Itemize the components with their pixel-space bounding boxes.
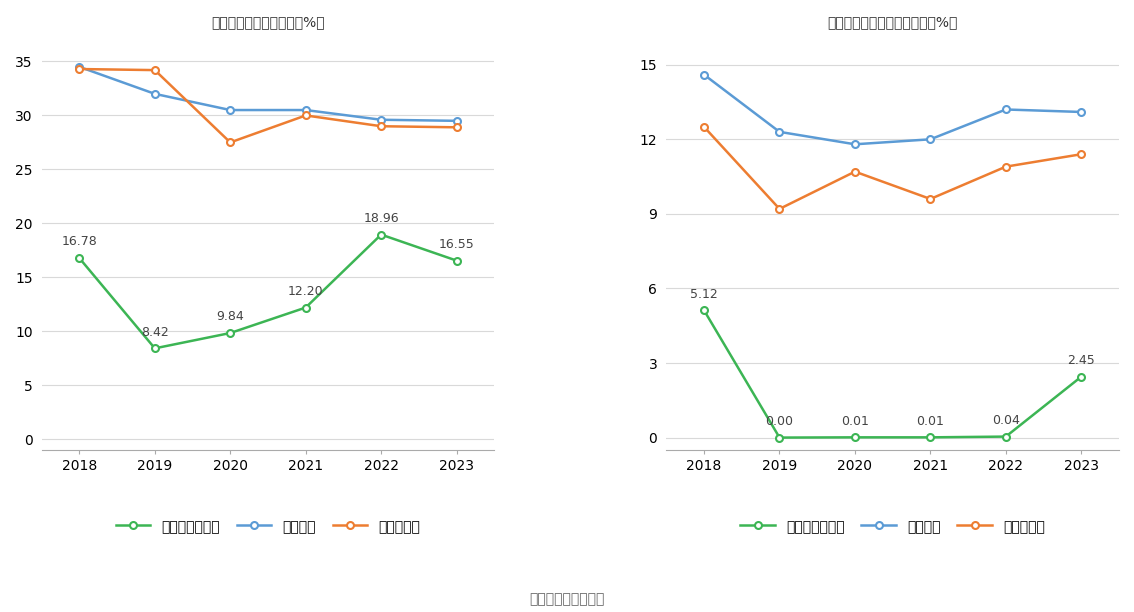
有息资产负债率 [1075,373,1089,381]
公司资产负债率 [450,257,464,264]
行业均值 [772,128,786,135]
Legend: 有息资产负债率, 行业均值, 行业中位数: 有息资产负债率, 行业均值, 行业中位数 [735,514,1050,540]
Text: 18.96: 18.96 [363,212,399,225]
行业中位数 [1075,151,1089,158]
行业均值 [697,71,711,78]
Line: 有息资产负债率: 有息资产负债率 [701,307,1085,441]
Text: 9.84: 9.84 [217,310,244,323]
行业中位数 [697,123,711,130]
Text: 0.04: 0.04 [992,414,1019,427]
Text: 0.00: 0.00 [765,415,794,428]
Text: 16.55: 16.55 [439,238,474,251]
Text: 0.01: 0.01 [841,414,869,428]
Text: 8.42: 8.42 [141,326,169,338]
行业均值 [999,106,1013,113]
行业均值 [923,136,937,143]
Line: 公司资产负债率: 公司资产负债率 [76,231,460,352]
行业均值 [450,117,464,124]
行业中位数 [149,67,162,74]
行业中位数 [223,139,237,146]
Title: 近年来有息资产负债率情况（%）: 近年来有息资产负债率情况（%） [828,15,958,29]
Line: 行业均值: 行业均值 [701,71,1085,147]
行业中位数 [923,195,937,203]
Title: 近年来资产负债率情况（%）: 近年来资产负债率情况（%） [211,15,324,29]
Line: 行业中位数: 行业中位数 [701,124,1085,212]
行业中位数 [374,122,388,130]
有息资产负债率 [772,434,786,441]
Text: 5.12: 5.12 [691,288,718,300]
有息资产负债率 [999,433,1013,440]
行业中位数 [772,205,786,212]
行业中位数 [73,65,86,73]
公司资产负债率 [73,255,86,262]
行业均值 [848,141,862,148]
公司资产负债率 [223,329,237,337]
有息资产负债率 [848,434,862,441]
行业中位数 [999,163,1013,170]
公司资产负债率 [374,231,388,238]
有息资产负债率 [923,434,937,441]
行业均值 [374,116,388,124]
Text: 16.78: 16.78 [61,236,98,248]
Text: 12.20: 12.20 [288,285,323,298]
公司资产负债率 [149,345,162,352]
Text: 2.45: 2.45 [1067,354,1095,367]
行业中位数 [299,112,313,119]
行业均值 [149,90,162,97]
Line: 行业均值: 行业均值 [76,64,460,124]
行业均值 [299,106,313,114]
Line: 行业中位数: 行业中位数 [76,65,460,146]
Legend: 公司资产负债率, 行业均值, 行业中位数: 公司资产负债率, 行业均值, 行业中位数 [110,514,426,540]
行业中位数 [848,168,862,175]
Text: 0.01: 0.01 [916,414,945,428]
Text: 数据来源：恒生聚源: 数据来源：恒生聚源 [530,592,604,606]
行业均值 [223,106,237,114]
行业均值 [1075,108,1089,116]
公司资产负债率 [299,304,313,312]
行业均值 [73,63,86,70]
行业中位数 [450,124,464,131]
有息资产负债率 [697,307,711,314]
